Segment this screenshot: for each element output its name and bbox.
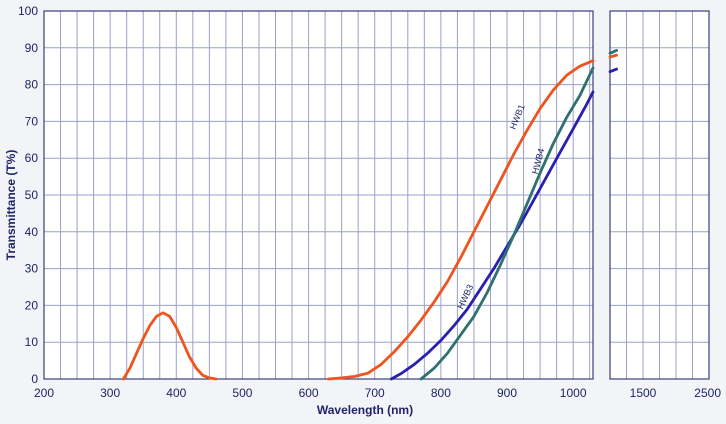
- x-tick-label: 1000: [560, 386, 587, 400]
- y-tick-label: 100: [18, 4, 38, 18]
- main-grid: [44, 10, 593, 380]
- curve-hwb4-main: [419, 66, 595, 381]
- x-tick-labels: 200 300 400 500 600 700 800 900 1000 1500 2500: [34, 386, 721, 400]
- x-tick-label: 1500: [630, 386, 657, 400]
- curves: [122, 46, 709, 381]
- x-tick-label: 900: [497, 386, 517, 400]
- y-tick-labels: 0 10 20 30 40 50 60 70 80 90 100: [18, 4, 38, 386]
- y-tick-label: 10: [25, 335, 39, 349]
- extended-panel: [609, 10, 710, 380]
- x-tick-label: 600: [299, 386, 319, 400]
- x-tick-label: 800: [431, 386, 451, 400]
- y-tick-label: 50: [25, 188, 39, 202]
- y-tick-label: 40: [25, 225, 39, 239]
- x-tick-label: 400: [166, 386, 186, 400]
- y-tick-label: 70: [25, 114, 39, 128]
- y-axis-title: Transmittance (T%): [4, 150, 18, 261]
- y-tick-label: 30: [25, 262, 39, 276]
- x-axis-title: Wavelength (nm): [317, 403, 413, 417]
- x-tick-label: 500: [232, 386, 252, 400]
- curve-hwb3-main: [389, 90, 595, 381]
- x-tick-label: 300: [100, 386, 120, 400]
- y-tick-label: 80: [25, 78, 39, 92]
- x-tick-label: 700: [365, 386, 385, 400]
- y-tick-label: 20: [25, 298, 39, 312]
- y-tick-label: 90: [25, 41, 39, 55]
- main-panel: [43, 10, 594, 380]
- x-tick-label: 2500: [694, 386, 721, 400]
- x-tick-label: 200: [34, 386, 54, 400]
- main-frame: [43, 10, 594, 380]
- y-tick-label: 0: [31, 372, 38, 386]
- y-tick-label: 60: [25, 151, 39, 165]
- curve-hwb1-main: [122, 59, 595, 381]
- extended-frame: [609, 10, 710, 380]
